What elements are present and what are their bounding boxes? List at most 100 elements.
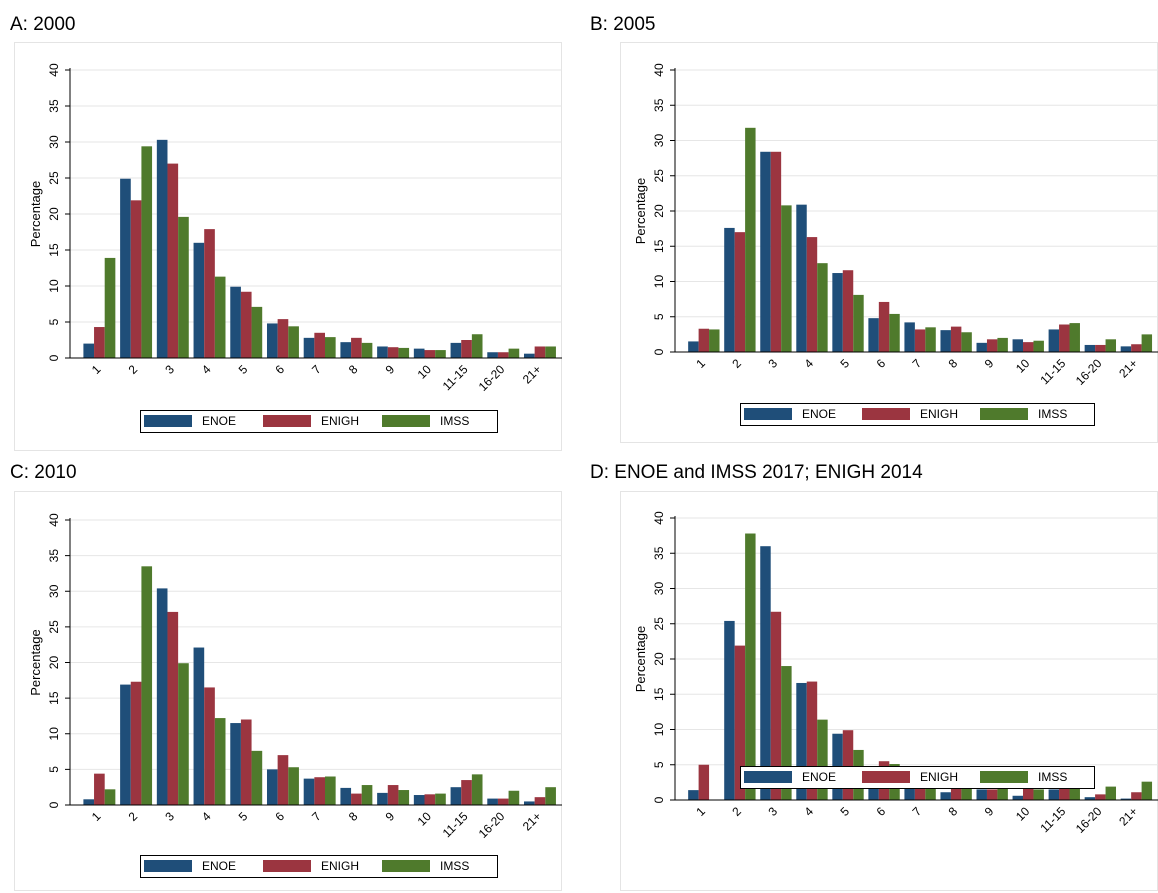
chart-d-bar-enoe [976,789,987,800]
chart-b-bar-imss [961,332,972,352]
chart-c-bar-enigh [461,780,472,805]
chart-d-legend-label-enoe: ENOE [802,770,836,784]
chart-a-frame [14,42,562,451]
chart-a-x-tick-label: 4 [199,362,214,377]
chart-c-bar-enoe [266,769,278,805]
chart-a-x-tick-label: 1 [89,362,104,377]
chart-d-y-tick-label: 10 [652,723,666,737]
chart-d-bar-enoe [760,546,771,800]
chart-b-bar-enigh [770,151,782,352]
chart-d-bar-imss [745,533,756,800]
chart-d-y-axis-label: Percentage [633,626,648,693]
chart-d-bar-enigh [770,611,782,800]
chart-c-y-tick-label: 20 [47,656,61,670]
chart-a-bar-enoe [413,348,425,358]
chart-d-legend-swatch-enigh [862,771,910,783]
chart-a-bar-imss [398,347,410,358]
chart-d-x-tick-label: 11-15 [1037,804,1068,835]
chart-b-bar-enigh [1095,344,1106,352]
chart-d-x-tick-label: 7 [910,804,925,819]
chart-b-y-tick-label: 20 [652,204,666,218]
chart-b-bar-enigh [806,237,818,352]
chart-b-bar-imss [1069,323,1080,352]
panel-d-title: D: ENOE and IMSS 2017; ENIGH 2014 [590,462,923,483]
chart-b-bar-imss [1033,340,1044,352]
chart-d-bar-imss [961,780,972,800]
chart-c-bar-enigh [204,687,215,805]
chart-a-y-tick-label: 5 [47,318,61,325]
chart-a-bar-enigh [351,337,362,358]
chart-c-x-tick-label: 4 [199,809,214,824]
chart-b-bar-imss [1141,334,1153,352]
chart-d-bar-enoe [724,620,735,800]
chart-c-bar-imss [251,750,263,805]
chart-a-x-tick-label: 3 [162,362,177,377]
chart-c-bar-imss [435,793,446,805]
chart-a-y-tick-label: 20 [47,207,61,221]
chart-b-x-tick-label: 6 [874,356,889,371]
chart-a-y-tick-label: 25 [47,171,61,185]
chart-b-y-tick-label: 5 [652,313,666,320]
chart-d-x-tick-label: 1 [693,804,708,819]
chart-b-bar-enoe [1048,329,1060,352]
chart-a-bar-enoe [230,286,241,358]
chart-d-x-tick-label: 8 [946,804,961,819]
chart-c-x-tick-label: 21+ [520,809,544,833]
chart-b-x-tick-label: 1 [693,356,708,371]
chart-c-x-tick-label: 6 [272,809,287,824]
chart-c-bar-imss [508,790,520,805]
chart-c-bar-enoe [193,647,205,805]
chart-c-bar-imss [471,774,483,805]
chart-b-bar-enoe [796,204,807,352]
chart-a-legend-label-enigh: ENIGH [321,414,359,428]
chart-b-y-tick-label: 35 [652,98,666,112]
chart-c-bar-imss [324,776,336,805]
chart-c-bar-enoe [230,723,241,805]
chart-b-bar-enoe [760,151,771,352]
chart-d-x-tick-label: 21+ [1116,804,1140,828]
chart-b-bar-enigh [950,326,962,352]
chart-a-bar-enoe [377,346,388,358]
chart-c-bar-enoe [450,787,462,805]
chart-a-bar-enigh [497,352,509,358]
chart-d-bar-enigh [1023,788,1034,800]
chart-d-bar-enoe [1084,797,1096,800]
chart-d-legend-swatch-imss [980,771,1028,783]
chart-c-x-tick-label: 16-20 [476,809,508,841]
chart-a-bar-enigh [167,163,179,358]
chart-a-y-tick-label: 40 [47,63,61,77]
chart-a-bar-enigh [94,327,105,358]
chart-c-x-tick-label: 7 [309,809,324,824]
chart-d-bar-enoe [796,682,807,800]
chart-a-x-tick-label: 6 [272,362,287,377]
chart-d-bar-imss [997,785,1008,800]
chart-b-bar-enoe [724,227,735,352]
chart-a-bar-enigh [387,347,399,358]
chart-d-x-tick-label: 3 [765,804,780,819]
chart-b-bar-enigh [842,270,854,352]
chart-a-y-axis-label: Percentage [28,181,43,248]
chart-b-x-tick-label: 16-20 [1073,356,1105,388]
chart-d-bar-imss [781,666,792,800]
chart-d-bar-imss [817,719,828,800]
chart-a-legend-swatch-enigh [263,415,311,427]
panel-c-title: C: 2010 [10,462,77,483]
chart-b-x-tick-label: 10 [1013,356,1033,376]
chart-c-y-tick-label: 30 [47,584,61,598]
chart-d-bar-enigh [734,645,746,800]
chart-b-x-tick-label: 9 [982,356,997,371]
chart-a-bar-enigh [277,319,289,358]
chart-d-bar-enoe [1120,798,1132,800]
chart-a-bar-imss [141,146,153,358]
chart-c-legend-swatch-enigh [263,860,311,872]
chart-c-bar-enoe [377,792,388,805]
chart-a-bar-enoe [156,139,168,358]
chart-d-x-tick-label: 16-20 [1073,804,1105,836]
chart-a-bar-imss [288,326,299,358]
chart-a-y-tick-label: 15 [47,243,61,257]
chart-b-bar-enoe [868,318,879,352]
chart-a-bar-imss [435,350,446,358]
chart-a-bar-enigh [314,332,325,358]
chart-a-bar-enoe [83,343,95,358]
